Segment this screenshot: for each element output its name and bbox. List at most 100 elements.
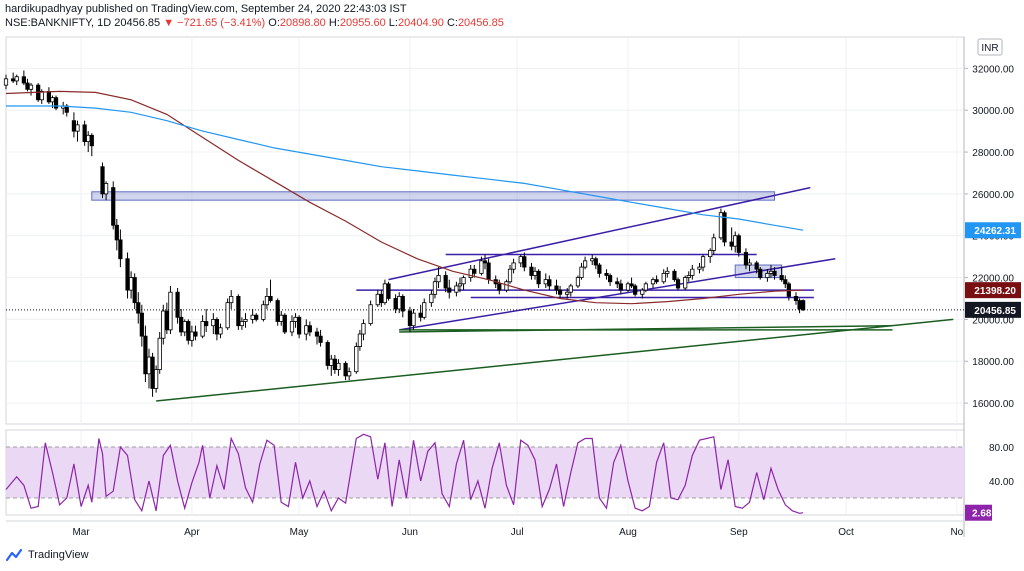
candle[interactable] xyxy=(772,267,777,280)
candle[interactable] xyxy=(454,281,459,297)
candle[interactable] xyxy=(46,87,51,104)
candle[interactable] xyxy=(343,361,348,381)
candle[interactable] xyxy=(436,267,441,289)
candle[interactable] xyxy=(157,331,162,374)
candle[interactable] xyxy=(136,292,141,324)
candle[interactable] xyxy=(468,265,473,282)
candle[interactable] xyxy=(175,288,180,324)
candle[interactable] xyxy=(161,304,166,345)
candle[interactable] xyxy=(382,279,388,305)
candle[interactable] xyxy=(297,315,302,339)
candle[interactable] xyxy=(332,354,337,374)
candle[interactable] xyxy=(314,327,320,345)
candle[interactable] xyxy=(179,308,184,337)
candle[interactable] xyxy=(61,101,66,115)
candle[interactable] xyxy=(250,308,255,324)
candle[interactable] xyxy=(643,281,648,293)
candle[interactable] xyxy=(182,319,187,337)
candle[interactable] xyxy=(368,300,373,326)
candle[interactable] xyxy=(146,348,152,389)
candle[interactable] xyxy=(557,285,563,299)
candle[interactable] xyxy=(164,302,169,335)
candle[interactable] xyxy=(472,265,477,278)
candle[interactable] xyxy=(479,256,484,276)
candle[interactable] xyxy=(507,265,513,284)
candle[interactable] xyxy=(129,271,134,299)
candle[interactable] xyxy=(150,352,155,397)
candle[interactable] xyxy=(665,267,670,278)
candle[interactable] xyxy=(593,256,598,270)
candle[interactable] xyxy=(461,275,466,291)
candle[interactable] xyxy=(747,258,752,272)
candle[interactable] xyxy=(568,283,573,297)
candle[interactable] xyxy=(329,354,334,376)
candle[interactable] xyxy=(354,342,359,374)
candle[interactable] xyxy=(650,277,656,289)
candle[interactable] xyxy=(618,279,623,295)
candle[interactable] xyxy=(71,112,77,138)
candle[interactable] xyxy=(683,275,688,291)
candle[interactable] xyxy=(543,273,548,289)
candle[interactable] xyxy=(590,254,595,266)
candle[interactable] xyxy=(3,74,9,90)
candle[interactable] xyxy=(154,365,159,393)
candle[interactable] xyxy=(307,321,312,337)
candle[interactable] xyxy=(400,294,405,318)
candle[interactable] xyxy=(615,277,620,289)
candle[interactable] xyxy=(53,95,59,111)
candle[interactable] xyxy=(608,273,613,286)
candle[interactable] xyxy=(236,294,241,330)
candle[interactable] xyxy=(565,288,570,299)
candle[interactable] xyxy=(279,311,284,326)
candle[interactable] xyxy=(686,271,691,282)
candle[interactable] xyxy=(733,231,738,253)
candle[interactable] xyxy=(118,229,123,268)
candle[interactable] xyxy=(675,277,681,291)
candle[interactable] xyxy=(143,325,148,383)
candle[interactable] xyxy=(504,279,509,293)
candle[interactable] xyxy=(579,262,584,280)
candle[interactable] xyxy=(597,262,602,278)
candle[interactable] xyxy=(304,319,309,341)
candle[interactable] xyxy=(82,120,87,146)
candle[interactable] xyxy=(186,319,191,345)
candle[interactable] xyxy=(14,74,19,86)
candle[interactable] xyxy=(254,313,259,322)
candle[interactable] xyxy=(168,285,173,335)
candle[interactable] xyxy=(111,181,116,230)
candle[interactable] xyxy=(443,271,448,293)
candle[interactable] xyxy=(432,277,438,299)
candle[interactable] xyxy=(518,254,523,268)
candle[interactable] xyxy=(797,298,802,314)
candle[interactable] xyxy=(229,290,234,309)
candle[interactable] xyxy=(386,281,391,301)
candle[interactable] xyxy=(743,248,749,270)
candle[interactable] xyxy=(640,288,645,299)
candle[interactable] xyxy=(536,269,541,289)
candle[interactable] xyxy=(633,283,638,297)
candle[interactable] xyxy=(100,162,105,199)
candle[interactable] xyxy=(779,267,784,282)
candle[interactable] xyxy=(318,329,323,347)
candle[interactable] xyxy=(361,319,366,341)
candle[interactable] xyxy=(554,279,559,295)
candle[interactable] xyxy=(457,277,463,293)
candle[interactable] xyxy=(132,273,137,309)
candle[interactable] xyxy=(125,252,130,299)
candle[interactable] xyxy=(336,359,341,376)
candle[interactable] xyxy=(225,298,230,330)
candle[interactable] xyxy=(411,308,416,330)
candle[interactable] xyxy=(672,269,677,282)
candle[interactable] xyxy=(218,323,223,339)
candle[interactable] xyxy=(722,210,727,247)
candle[interactable] xyxy=(708,248,713,263)
candle[interactable] xyxy=(700,254,706,272)
candle[interactable] xyxy=(718,208,724,240)
candle[interactable] xyxy=(422,298,427,320)
candle[interactable] xyxy=(193,325,198,341)
candle[interactable] xyxy=(268,279,273,303)
candle[interactable] xyxy=(139,304,144,347)
candle[interactable] xyxy=(429,290,434,307)
candle[interactable] xyxy=(379,290,384,307)
